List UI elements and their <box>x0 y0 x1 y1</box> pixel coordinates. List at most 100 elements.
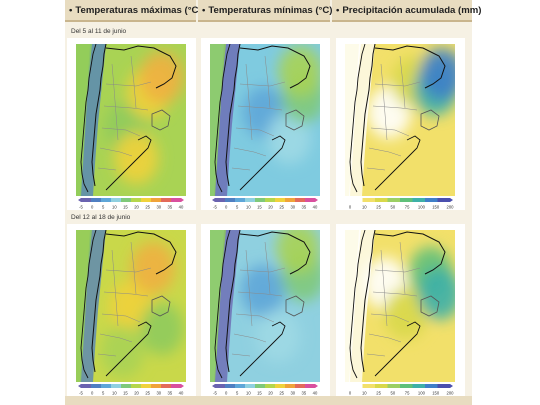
colorbar-swatch <box>215 384 226 388</box>
colorbar-swatch <box>111 384 122 388</box>
colorbar-swatch <box>362 384 376 388</box>
argentina-coast <box>374 321 421 377</box>
header-max-temp: • Temperaturas máximas (°C) <box>65 0 202 22</box>
colorbar-swatch <box>245 198 256 202</box>
colorbar-tick-label: 150 <box>432 205 440 210</box>
colorbar-swatch <box>285 198 296 202</box>
colorbar-swatch <box>400 198 413 202</box>
northern-border <box>105 231 177 275</box>
colorbar-swatch <box>350 384 363 388</box>
province-border <box>374 81 421 87</box>
colorbar-swatch <box>121 198 132 202</box>
province-border <box>245 63 253 141</box>
province-border <box>103 105 149 111</box>
field-blob <box>383 287 428 340</box>
pacific-strip <box>345 230 361 382</box>
colorbar-swatch <box>255 384 266 388</box>
andes-border <box>225 230 241 373</box>
andes-band <box>214 230 240 382</box>
colorbar-swatch <box>285 384 296 388</box>
colorbar-temperature: -5 0 5 10 15 20 25 30 35 40 <box>212 384 318 396</box>
province-border <box>101 313 141 323</box>
pacific-strip <box>210 44 226 196</box>
header-bullet: • <box>69 4 73 16</box>
colorbar-tick-label: 25 <box>279 205 284 210</box>
colorbar-tick-label: 30 <box>290 391 295 396</box>
chile-coast <box>80 44 97 193</box>
colorbar-tick-label: -5 <box>213 205 217 210</box>
colorbar-temperature: -5 0 5 10 15 20 25 30 35 40 <box>78 198 184 210</box>
field-blob <box>278 45 320 98</box>
bottom-rule <box>65 396 472 405</box>
colorbar-swatch <box>91 384 102 388</box>
province-border <box>101 127 141 137</box>
forecast-figure: • Temperaturas máximas (°C) • Temperatur… <box>65 0 482 405</box>
uruguay-outline <box>285 109 305 131</box>
field-blob <box>417 267 455 320</box>
province-border <box>111 249 119 327</box>
colorbar-tick-label: 20 <box>134 391 139 396</box>
colorbar-swatch <box>91 198 102 202</box>
colorbar-swatch <box>387 198 401 202</box>
colorbar-tick-label: 15 <box>257 205 262 210</box>
colorbar-tick-label: 15 <box>123 205 128 210</box>
colorbar-arrow-left <box>347 384 350 388</box>
colorbar-tick-label: 35 <box>168 391 173 396</box>
colorbar-swatch <box>375 384 388 388</box>
colorbar-swatch <box>275 384 286 388</box>
colorbar-arrow-left <box>78 198 81 202</box>
colorbar-tick-label: 20 <box>268 205 273 210</box>
colorbar-precipitation: 0 10 25 50 75 100 150 200 <box>347 198 454 210</box>
uruguay-outline <box>285 295 305 317</box>
colorbar-tick-label: 10 <box>246 205 251 210</box>
colorbar-swatch <box>295 384 306 388</box>
province-border <box>245 249 253 327</box>
province-border <box>105 81 152 87</box>
colorbar-tick-label: 25 <box>145 205 150 210</box>
province-border <box>231 353 251 357</box>
province-border <box>130 55 137 109</box>
map-panel: 0 10 25 50 75 100 150 200 <box>336 224 465 396</box>
province-border <box>235 127 275 137</box>
colorbar-swatch <box>131 198 142 202</box>
argentina-coast <box>239 321 286 377</box>
province-border <box>264 55 271 109</box>
andes-border <box>360 230 376 373</box>
argentina-coast <box>239 135 286 191</box>
colorbar-swatch <box>412 198 426 202</box>
colorbar-swatch <box>131 384 142 388</box>
colorbar-tick-label: 100 <box>418 391 426 396</box>
colorbar-arrow-left <box>78 384 81 388</box>
province-border <box>399 55 406 109</box>
northern-border <box>105 45 177 89</box>
map-panel: -5 0 5 10 15 20 25 30 35 40 <box>67 224 196 396</box>
colorbar-arrow-right <box>450 198 453 202</box>
colorbar-swatch <box>437 384 451 388</box>
andes-band <box>349 44 375 196</box>
province-border <box>370 313 410 323</box>
chile-coast <box>349 230 366 379</box>
colorbar-tick-label: 30 <box>156 205 161 210</box>
colorbar-tick-label: 35 <box>168 205 173 210</box>
field-blob <box>276 230 320 275</box>
colorbar-tick-label: 40 <box>179 205 184 210</box>
northern-border <box>374 231 446 275</box>
colorbar-swatch <box>350 198 363 202</box>
colorbar-arrow-right <box>315 198 318 202</box>
andes-border <box>360 44 376 187</box>
province-border <box>380 249 388 327</box>
colorbar-swatch <box>265 198 276 202</box>
colorbar-arrow-right <box>181 198 184 202</box>
colorbar-swatch <box>425 198 438 202</box>
colorbar-tick-label: 5 <box>102 391 105 396</box>
colorbar-swatch <box>225 384 236 388</box>
colorbar-swatch <box>412 384 426 388</box>
colorbar-swatch <box>235 384 246 388</box>
province-border <box>366 167 386 171</box>
colorbar-tick-label: -5 <box>213 391 217 396</box>
colorbar-tick-label: 150 <box>432 391 440 396</box>
map-precip-week1 <box>345 44 455 196</box>
colorbar-swatch <box>387 384 401 388</box>
colorbar-tick-label: 20 <box>268 391 273 396</box>
colorbar-tick-label: 0 <box>225 391 228 396</box>
